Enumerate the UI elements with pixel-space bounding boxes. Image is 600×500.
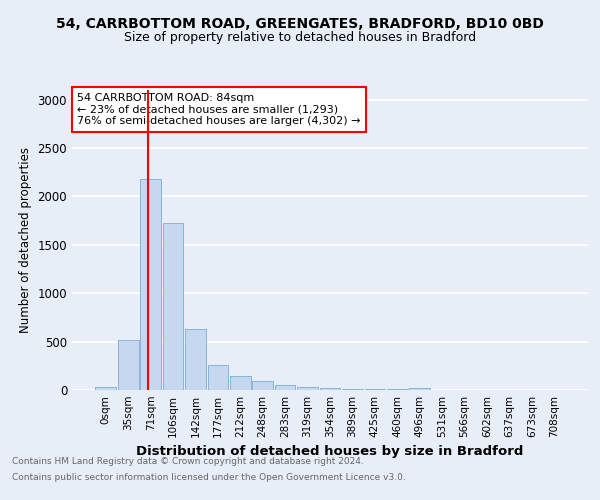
Bar: [253, 381, 273, 390]
Bar: [118, 340, 139, 390]
Bar: [140, 179, 161, 390]
Text: Contains public sector information licensed under the Open Government Licence v3: Contains public sector information licen…: [12, 472, 406, 482]
Bar: [95, 387, 116, 390]
Y-axis label: Number of detached properties: Number of detached properties: [19, 147, 32, 333]
Bar: [275, 385, 295, 390]
Bar: [387, 389, 407, 390]
Text: Size of property relative to detached houses in Bradford: Size of property relative to detached ho…: [124, 31, 476, 44]
Bar: [208, 365, 228, 390]
Bar: [185, 329, 206, 390]
Text: Contains HM Land Registry data © Crown copyright and database right 2024.: Contains HM Land Registry data © Crown c…: [12, 458, 364, 466]
Text: 54, CARRBOTTOM ROAD, GREENGATES, BRADFORD, BD10 0BD: 54, CARRBOTTOM ROAD, GREENGATES, BRADFOR…: [56, 18, 544, 32]
Bar: [342, 388, 363, 390]
Text: 54 CARRBOTTOM ROAD: 84sqm
← 23% of detached houses are smaller (1,293)
76% of se: 54 CARRBOTTOM ROAD: 84sqm ← 23% of detac…: [77, 93, 361, 126]
Bar: [365, 389, 385, 390]
Bar: [320, 388, 340, 390]
Bar: [163, 222, 184, 390]
X-axis label: Distribution of detached houses by size in Bradford: Distribution of detached houses by size …: [136, 446, 524, 458]
Bar: [409, 388, 430, 390]
Bar: [297, 387, 318, 390]
Bar: [230, 376, 251, 390]
